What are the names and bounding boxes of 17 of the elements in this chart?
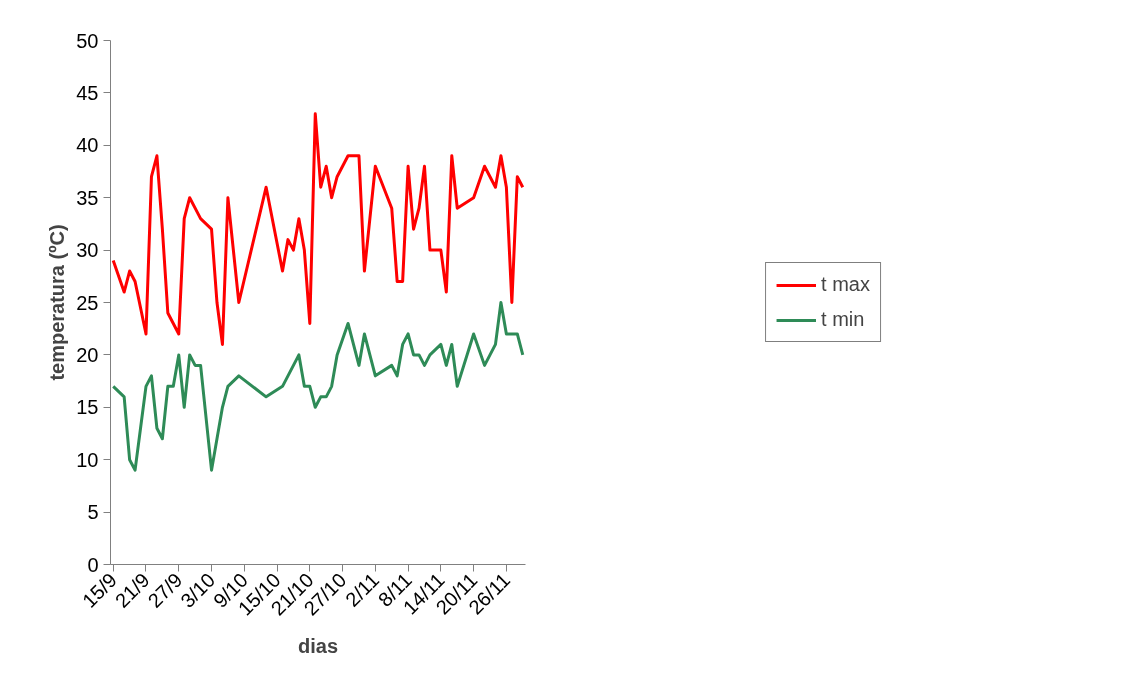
y-tick-label: 40 [76, 134, 99, 157]
y-tick-label: 0 [87, 553, 99, 576]
y-tick-label: 5 [87, 501, 99, 524]
y-tick-label: 25 [76, 291, 99, 314]
legend-label: t min [821, 308, 865, 331]
y-tick-label: 20 [76, 343, 99, 366]
y-tick-label: 10 [76, 448, 99, 471]
y-tick-label: 30 [76, 239, 99, 262]
y-tick-label: 15 [76, 396, 99, 419]
y-axis-title: temperatura (ºC) [46, 224, 69, 381]
line-series [111, 301, 525, 472]
legend-label: t max [821, 273, 870, 296]
y-tick-label: 45 [76, 81, 99, 104]
y-tick-label: 35 [76, 186, 99, 209]
y-tick-label: 50 [76, 29, 99, 52]
x-axis-title: dias [297, 635, 339, 658]
line-series [111, 112, 525, 346]
